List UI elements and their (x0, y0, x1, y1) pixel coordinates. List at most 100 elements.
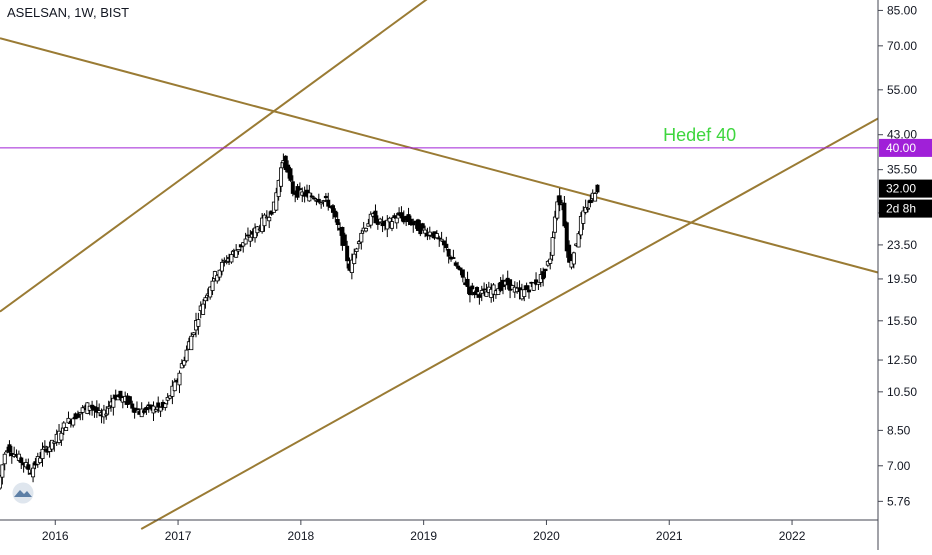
candle-body (342, 234, 347, 246)
y-tick-label: 85.00 (887, 3, 917, 17)
candle (40, 442, 45, 467)
candle-body (557, 195, 562, 206)
candle (467, 286, 472, 303)
candle-body (531, 282, 536, 291)
candle-body (104, 413, 109, 416)
candle (555, 195, 560, 221)
candle-body (387, 217, 392, 223)
candle-body (319, 202, 324, 205)
candle (576, 231, 581, 248)
trendlines: Hedef 40 (0, 0, 879, 530)
candle-body (40, 448, 45, 459)
candle-body (191, 332, 196, 336)
candle-body (330, 205, 335, 213)
candle-body (172, 381, 177, 392)
candle-body (297, 188, 302, 190)
candle (552, 210, 557, 239)
candle-body (158, 407, 163, 412)
candle-body (219, 261, 224, 272)
candle-body (323, 195, 328, 199)
candle (479, 285, 484, 302)
candle (441, 240, 446, 253)
candle (219, 258, 224, 276)
candle-body (229, 254, 234, 263)
candle-body (465, 278, 470, 287)
candle (368, 211, 373, 229)
candle-body (373, 210, 378, 224)
candle-body (427, 231, 432, 236)
candle-body (335, 219, 340, 226)
candle-body (295, 186, 300, 198)
candle-body (394, 217, 399, 224)
candle (196, 312, 201, 335)
candle-body (392, 215, 397, 218)
candle (262, 213, 267, 232)
candle-body (595, 184, 600, 193)
candle (248, 229, 253, 247)
x-tick-label: 2018 (288, 529, 315, 543)
candle (31, 462, 36, 483)
candle (12, 446, 17, 458)
candle-body (548, 258, 553, 264)
candle (361, 221, 366, 234)
candle (562, 196, 567, 228)
candle-body (288, 168, 293, 181)
candle-body (312, 197, 317, 200)
candle (66, 411, 71, 425)
candle (484, 283, 489, 297)
candle-body (470, 285, 475, 290)
candle-body (441, 240, 446, 246)
candle-body (0, 475, 3, 489)
candle (210, 277, 215, 295)
candle-body (49, 439, 54, 450)
x-tick-label: 2022 (779, 529, 806, 543)
candle (104, 406, 109, 420)
candle (496, 283, 501, 295)
candle-body (434, 233, 439, 239)
candle (168, 395, 173, 400)
candle-body (472, 291, 477, 296)
candle (373, 204, 378, 224)
y-tick-label: 5.76 (887, 494, 911, 508)
x-tick-label: 2021 (656, 529, 683, 543)
candle (364, 227, 369, 233)
candle (408, 215, 413, 227)
candle (0, 474, 3, 491)
candle-body (134, 408, 139, 411)
candle-body (80, 407, 85, 413)
candle-body (210, 280, 215, 291)
candle (26, 458, 31, 475)
candle-body (142, 410, 147, 413)
candle (356, 240, 361, 249)
candle-body (111, 397, 116, 408)
candle (127, 395, 132, 405)
candle (385, 215, 390, 238)
candle (156, 396, 161, 413)
candle-body (345, 245, 350, 262)
y-tick-label: 10.50 (887, 385, 917, 399)
candle-body (550, 237, 555, 256)
candle (16, 450, 21, 463)
candle-body (378, 218, 383, 223)
candle (378, 217, 383, 224)
candle (236, 249, 241, 255)
candle-body (541, 271, 546, 280)
candle-body (71, 418, 76, 426)
candle (111, 394, 116, 416)
candle (80, 405, 85, 421)
candle-body (356, 241, 361, 245)
price-labels: 40.00 32.00 2d 8h (879, 138, 932, 218)
y-tick-label: 8.50 (887, 423, 911, 437)
candle (118, 390, 123, 402)
candle (201, 299, 206, 315)
candle (593, 192, 598, 202)
candle-body (52, 441, 57, 444)
candle-body (245, 234, 250, 237)
candle-body (581, 210, 586, 224)
candle (418, 220, 423, 237)
candle-body (567, 244, 572, 263)
candle-body (508, 279, 513, 291)
candle (215, 274, 220, 284)
